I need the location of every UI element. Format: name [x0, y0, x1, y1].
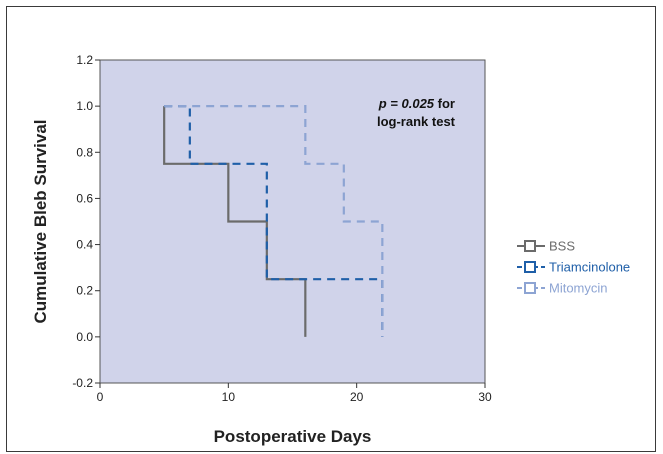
y-tick-label: 0.0	[76, 330, 93, 344]
legend-marker	[524, 240, 536, 252]
y-tick-label: 0.6	[76, 191, 93, 205]
x-tick-label: 20	[350, 390, 364, 404]
y-tick-label: -0.2	[72, 376, 93, 390]
legend-marker	[524, 261, 536, 273]
x-axis: 0 10 20 30	[97, 383, 492, 404]
y-tick-label: 1.2	[76, 53, 93, 67]
annotation-for: for	[434, 96, 455, 111]
annotation-line-1: p = 0.025 for	[378, 96, 455, 111]
legend-label: Mitomycin	[549, 281, 608, 296]
x-axis-title: Postoperative Days	[214, 427, 372, 446]
x-tick-label: 30	[478, 390, 492, 404]
legend-item-bss: BSS	[517, 239, 575, 254]
y-axis-title: Cumulative Bleb Survival	[31, 119, 50, 323]
x-tick-label: 0	[97, 390, 104, 404]
legend: BSS Triamcinolone Mitomycin	[517, 239, 630, 296]
series-layer	[163, 105, 384, 337]
y-tick-label: 0.4	[76, 238, 93, 252]
annotation-p-value: p = 0.025	[378, 96, 435, 111]
legend-label: BSS	[549, 239, 575, 254]
legend-item-mitomycin: Mitomycin	[517, 281, 608, 296]
x-tick-label: 10	[222, 390, 236, 404]
annotation-line-2: log-rank test	[377, 114, 456, 129]
series-line-bss	[163, 106, 307, 337]
series-line-mitomycin	[164, 105, 384, 337]
legend-label: Triamcinolone	[549, 260, 630, 275]
legend-marker	[524, 282, 536, 294]
y-tick-label: 0.2	[76, 284, 93, 298]
legend-item-triamcinolone: Triamcinolone	[517, 260, 630, 275]
y-tick-label: 0.8	[76, 145, 93, 159]
y-axis: -0.2 0.0 0.2 0.4 0.6 0.8 1.0 1.2	[72, 53, 100, 390]
series-line-triamcinolone	[164, 105, 384, 337]
y-tick-label: 1.0	[76, 99, 93, 113]
